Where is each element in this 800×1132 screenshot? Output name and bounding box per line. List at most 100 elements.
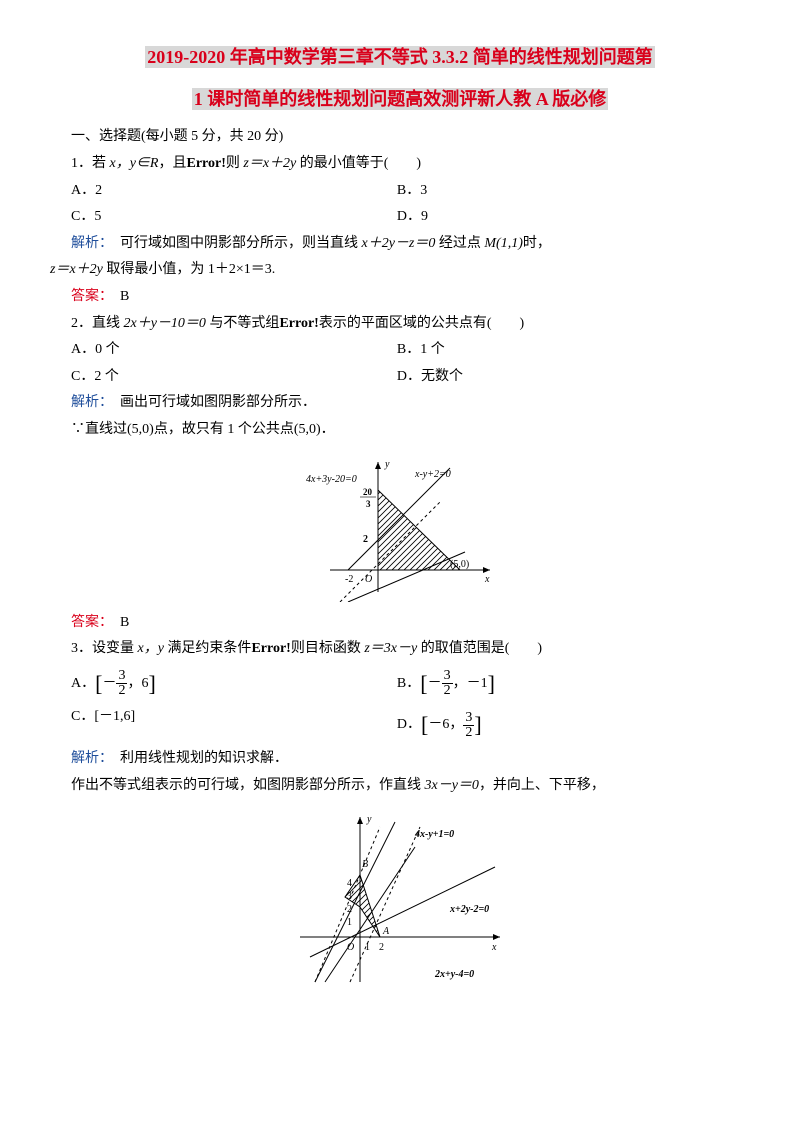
q2-answer: 答案： B (71, 610, 750, 637)
svg-text:4x+3y-20=0: 4x+3y-20=0 (306, 474, 357, 485)
title-2-text: 1 课时简单的线性规划问题高效测评新人教 A 版必修 (192, 88, 609, 110)
svg-text:x+2y-2=0: x+2y-2=0 (449, 904, 489, 915)
q2-options-2: C．2 个 D．无数个 (71, 364, 750, 391)
svg-text:2: 2 (379, 942, 384, 953)
q1-t4: 的最小值等于( ) (296, 156, 421, 171)
svg-text:x-y+2=0: x-y+2=0 (414, 469, 451, 480)
q3-b-pre: B． (397, 676, 420, 691)
q2-diagram: 4x+3y-20=0 x-y+2=0 (5,0) -2 O 2 20 3 x y (300, 452, 500, 602)
svg-text:O: O (365, 574, 372, 585)
svg-text:2x+y-4=0: 2x+y-4=0 (434, 969, 474, 980)
svg-text:20: 20 (363, 487, 373, 497)
q1-z2: z＝x＋2y (50, 262, 103, 277)
q2-optA: A．0 个 (71, 337, 397, 364)
q3-stem: 3．设变量 x，y 满足约束条件Error!则目标函数 z＝3x－y 的取值范围… (71, 636, 750, 663)
q1-vars: x，y∈R (110, 156, 159, 171)
q2-ana: 画出可行域如图阴影部分所示． (106, 395, 316, 410)
q1-analysis-2: z＝x＋2y 取得最小值，为 1＋2×1＝3. (50, 257, 750, 284)
q1-answer: 答案： B (71, 284, 750, 311)
q3-note: 作出不等式组表示的可行域，如图阴影部分所示，作直线 3x－y＝0，并向上、下平移… (71, 773, 750, 800)
svg-text:A: A (382, 926, 390, 937)
q2-t1: 2．直线 (71, 316, 124, 331)
q2-stem: 2．直线 2x＋y－10＝0 与不等式组Error!表示的平面区域的公共点有( … (71, 311, 750, 338)
q3-optD: D．[－6，32] (397, 704, 723, 746)
q1-line: x＋2y－z＝0 (362, 236, 436, 251)
q2-t3: 表示的平面区域的公共点有( ) (319, 316, 524, 331)
q3-t1: 3．设变量 (71, 641, 138, 656)
q3-optA: A．[－32，6] (71, 663, 397, 705)
q3-error: Error! (251, 641, 290, 656)
q2-line: 2x＋y－10＝0 (124, 316, 206, 331)
q3-vars: x，y (138, 641, 164, 656)
q2-t2: 与不等式组 (206, 316, 280, 331)
svg-text:4x-y+1=0: 4x-y+1=0 (414, 829, 454, 840)
q2-ans: B (106, 615, 129, 630)
svg-text:B: B (362, 859, 368, 870)
q3-a-pre: A． (71, 676, 95, 691)
q3-t3: 则目标函数 (291, 641, 365, 656)
svg-text:3: 3 (347, 891, 352, 902)
svg-text:1: 1 (365, 942, 370, 953)
q3-note-b: ，并向上、下平移， (479, 778, 605, 793)
svg-text:x: x (491, 942, 497, 953)
svg-text:O: O (347, 942, 354, 953)
q3-d-pre: D． (397, 717, 421, 732)
q2-optB: B．1 个 (397, 337, 723, 364)
q2-ana-label: 解析： (71, 395, 106, 410)
q3-t2: 满足约束条件 (164, 641, 252, 656)
q1-optB: B．3 (397, 178, 723, 205)
svg-text:1: 1 (347, 917, 352, 928)
q1-optD: D．9 (397, 204, 723, 231)
q1-stem: 1．若 x，y∈R，且Error!则 z＝x＋2y 的最小值等于( ) (71, 151, 750, 178)
q3-z: z＝3x－y (364, 641, 417, 656)
svg-text:x: x (484, 574, 490, 585)
svg-text:2: 2 (363, 534, 368, 545)
q3-options-2: C．[－1,6] D．[－6，32] (71, 704, 750, 746)
section-a: 一、选择题(每小题 5 分，共 20 分) (71, 124, 750, 151)
svg-text:2: 2 (347, 904, 352, 915)
q3-optB: B．[－32，－1] (397, 663, 723, 705)
svg-text:3: 3 (366, 499, 371, 509)
q1-error: Error! (186, 156, 225, 171)
q1-optC: C．5 (71, 204, 397, 231)
q2-optD: D．无数个 (397, 364, 723, 391)
q1-ana-a: 可行域如图中阴影部分所示，则当直线 (106, 236, 362, 251)
q3-note-line: 3x－y＝0 (425, 778, 479, 793)
q1-optA: A．2 (71, 178, 397, 205)
q2-note: ∵直线过(5,0)点，故只有 1 个公共点(5,0)． (71, 417, 750, 444)
q3-ana-label: 解析： (71, 751, 106, 766)
q3-options: A．[－32，6] B．[－32，－1] (71, 663, 750, 705)
q1-ans: B (106, 289, 129, 304)
q2-error: Error! (279, 316, 318, 331)
q2-optC: C．2 个 (71, 364, 397, 391)
q3-diagram: 4x-y+1=0 x+2y-2=0 2x+y-4=0 O 1 2 1 2 3 4… (285, 807, 515, 987)
q1-t3: 则 (226, 156, 244, 171)
q1-analysis: 解析： 可行域如图中阴影部分所示，则当直线 x＋2y－z＝0 经过点 M(1,1… (71, 231, 750, 258)
q1-t1: 1．若 (71, 156, 110, 171)
q1-options: A．2 B．3 (71, 178, 750, 205)
page-title-line2: 1 课时简单的线性规划问题高效测评新人教 A 版必修 (50, 82, 750, 116)
title-1-text: 2019-2020 年高中数学第三章不等式 3.3.2 简单的线性规划问题第 (145, 46, 655, 68)
q1-ana-b: 经过点 (435, 236, 484, 251)
q1-ana-label: 解析： (71, 236, 106, 251)
q1-t2: ，且 (158, 156, 186, 171)
svg-text:y: y (384, 459, 390, 470)
svg-text:(5,0): (5,0) (450, 559, 469, 570)
q3-note-a: 作出不等式组表示的可行域，如图阴影部分所示，作直线 (71, 778, 425, 793)
q3-analysis: 解析： 利用线性规划的知识求解． (71, 746, 750, 773)
q2-ans-label: 答案： (71, 615, 106, 630)
svg-text:4: 4 (347, 878, 352, 889)
q2-analysis: 解析： 画出可行域如图阴影部分所示． (71, 390, 750, 417)
q2-options: A．0 个 B．1 个 (71, 337, 750, 364)
q1-options-2: C．5 D．9 (71, 204, 750, 231)
q1-ans-label: 答案： (71, 289, 106, 304)
q3-optC: C．[－1,6] (71, 704, 397, 746)
svg-text:-2: -2 (345, 574, 353, 585)
q1-ana-c: 时， (523, 236, 551, 251)
q1-ana-d: 取得最小值，为 1＋2×1＝3. (103, 262, 275, 277)
q3-t4: 的取值范围是( ) (417, 641, 542, 656)
svg-text:y: y (366, 814, 372, 825)
q1-z: z＝x＋2y (243, 156, 296, 171)
q3-ana: 利用线性规划的知识求解． (106, 751, 288, 766)
q1-point: M(1,1) (484, 236, 523, 251)
